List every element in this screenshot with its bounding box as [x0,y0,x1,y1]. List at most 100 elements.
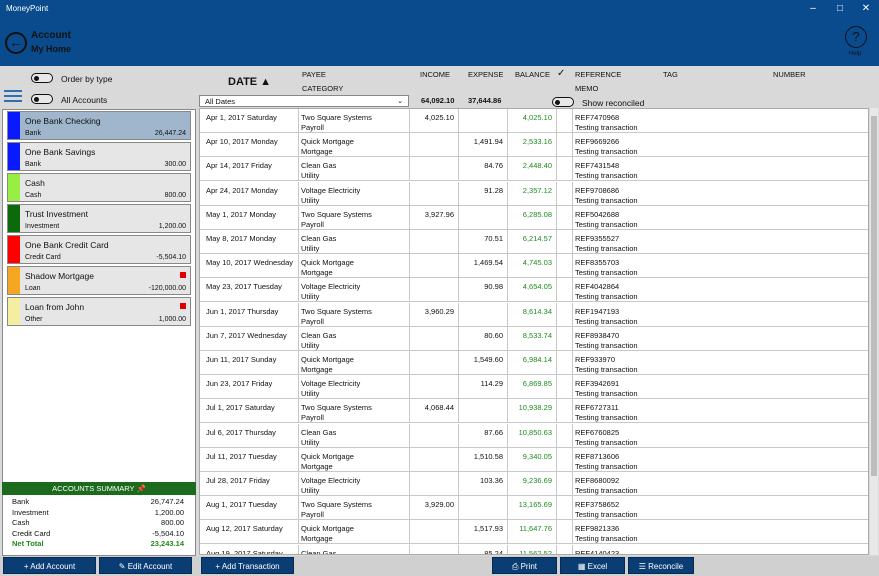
date-cell: May 8, 2017 Monday [200,230,299,254]
account-item[interactable]: Trust Investment Investment 1,200.00 [7,204,191,233]
reconcile-button[interactable]: ☰ Reconcile [628,557,694,574]
maximize-icon[interactable]: □ [836,3,844,14]
account-type: Other [25,316,43,323]
vertical-scrollbar[interactable] [870,108,878,555]
pin-icon[interactable]: 📌 [136,484,146,493]
summary-row: Credit Card -5,504.10 [12,529,184,539]
balance-column-header[interactable]: BALANCE [515,70,551,79]
date-value: Jun 23, 2017 Friday [206,379,273,389]
table-row[interactable]: Jul 11, 2017 Tuesday Quick Mortgage Mortga… [200,447,868,472]
back-arrow-icon[interactable]: ← [5,32,27,54]
order-by-type-toggle[interactable] [31,73,53,83]
print-button[interactable]: ⎙ Print [492,557,557,574]
payee-cell: Two Square Systems Payroll [299,205,410,230]
payee-cell: Two Square Systems Payroll [299,399,410,424]
account-name: One Bank Credit Card [25,240,109,250]
table-row[interactable]: Jun 7, 2017 Wednesday Clean Gas Utility 80.… [200,326,868,351]
balance-cell: 8,614.34 [508,302,557,327]
memo-value: Testing transaction [575,389,638,399]
date-filter-dropdown[interactable]: All Dates ⌄ [199,95,409,107]
date-value: Apr 14, 2017 Friday [206,161,272,171]
table-row[interactable]: Apr 24, 2017 Monday Voltage Electricity Ut… [200,181,868,206]
table-row[interactable]: Jun 11, 2017 Sunday Quick Mortgage Mortgag… [200,351,868,375]
date-value: Aug 1, 2017 Tuesday [206,500,277,510]
reconciled-cell[interactable] [557,133,573,158]
date-cell: Aug 1, 2017 Tuesday [200,496,299,521]
reconciled-cell[interactable] [557,375,573,400]
table-row[interactable]: Jun 1, 2017 Thursday Two Square Systems Pa… [200,302,868,327]
number-column-header[interactable]: NUMBER [773,70,806,79]
account-item[interactable]: One Bank Credit Card Credit Card -5,504.10 [7,235,191,264]
reconciled-cell[interactable] [557,423,573,448]
reconciled-check-icon[interactable]: ✓ [557,68,566,79]
account-item[interactable]: Shadow Mortgage Loan -120,000.00 [7,266,191,295]
table-row[interactable]: Jul 1, 2017 Saturday Two Square Systems Pa… [200,399,868,424]
printer-icon: ⎙ [511,562,521,571]
reconciled-cell[interactable] [557,157,573,182]
category-column-header[interactable]: CATEGORY [302,84,344,93]
reconciled-cell[interactable] [557,181,573,206]
payee-column-header[interactable]: PAYEE [302,70,326,79]
reconciled-cell[interactable] [557,326,573,351]
reconciled-cell[interactable] [557,399,573,424]
memo-value: Testing transaction [575,413,638,423]
reconciled-cell[interactable] [557,302,573,327]
table-row[interactable]: May 23, 2017 Tuesday Voltage Electricity U… [200,278,868,303]
all-accounts-toggle[interactable] [31,94,53,104]
tag-column-header[interactable]: TAG [663,70,678,79]
scrollbar-thumb[interactable] [871,116,877,476]
account-item[interactable]: One Bank Checking Bank 26,447.24 [7,111,191,140]
payee-cell: Voltage Electricity Utility [299,375,410,400]
table-row[interactable]: Apr 10, 2017 Monday Quick Mortgage Mortgag… [200,133,868,158]
income-cell [410,375,459,400]
date-column-header[interactable]: DATE ▲ [228,76,272,88]
minimize-icon[interactable]: – [810,3,816,14]
table-row[interactable]: Aug 12, 2017 Saturday Quick Mortgage Mortg… [200,520,868,545]
table-row[interactable]: Apr 1, 2017 Saturday Two Square Systems Pa… [200,109,868,133]
date-value: Aug 12, 2017 Saturday [206,524,283,534]
table-row[interactable]: Aug 1, 2017 Tuesday Two Square Systems Pay… [200,496,868,521]
reconciled-cell[interactable] [557,109,573,133]
expense-value: 1,510.58 [473,451,503,461]
reference-column-header[interactable]: REFERENCE [575,70,622,79]
reconciled-cell[interactable] [557,278,573,303]
income-column-header[interactable]: INCOME [420,70,450,79]
table-row[interactable]: May 10, 2017 Wednesday Quick Mortgage Mort… [200,254,868,279]
summary-row: Bank 26,747.24 [12,497,184,507]
question-icon[interactable]: ? [845,26,867,48]
summary-label: Credit Card [12,528,51,538]
reconciled-cell[interactable] [557,472,573,496]
account-name: Trust Investment [25,209,88,219]
table-row[interactable]: Jul 6, 2017 Thursday Clean Gas Utility 87.6… [200,423,868,448]
reconciled-cell[interactable] [557,447,573,472]
reconciled-cell[interactable] [557,230,573,254]
account-item[interactable]: Cash Cash 800.00 [7,173,191,202]
excel-button[interactable]: ▦ Excel [560,557,625,574]
reconciled-cell[interactable] [557,351,573,375]
table-row[interactable]: May 8, 2017 Monday Clean Gas Utility 70.51 6… [200,230,868,254]
table-row[interactable]: Apr 14, 2017 Friday Clean Gas Utility 84.76… [200,157,868,182]
date-cell: Apr 10, 2017 Monday [200,133,299,158]
reference-value: REF9669266 [575,137,620,147]
expense-column-header[interactable]: EXPENSE [468,70,504,79]
show-reconciled-toggle[interactable] [552,97,574,107]
hamburger-menu-icon[interactable] [4,90,22,102]
table-row[interactable]: Jun 23, 2017 Friday Voltage Electricity Ut… [200,375,868,400]
edit-account-button[interactable]: ✎ Edit Account [99,557,192,574]
income-value: 4,068.44 [424,403,454,413]
reconciled-cell[interactable] [557,520,573,545]
reconciled-cell[interactable] [557,205,573,230]
account-item[interactable]: Loan from John Other 1,000.00 [7,297,191,326]
reconciled-cell[interactable] [557,254,573,279]
table-row[interactable]: Jul 28, 2017 Friday Voltage Electricity Ut… [200,472,868,496]
memo-column-header[interactable]: MEMO [575,84,599,93]
table-row[interactable]: May 1, 2017 Monday Two Square Systems Payr… [200,205,868,230]
reconciled-cell[interactable] [557,496,573,521]
payee-value: Clean Gas [301,548,337,555]
add-transaction-button[interactable]: + Add Transaction [201,557,294,574]
account-item[interactable]: One Bank Savings Bank 300.00 [7,142,191,171]
close-icon[interactable]: ✕ [861,3,871,14]
add-account-button[interactable]: + Add Account [3,557,96,574]
reconciled-cell[interactable] [557,544,573,554]
